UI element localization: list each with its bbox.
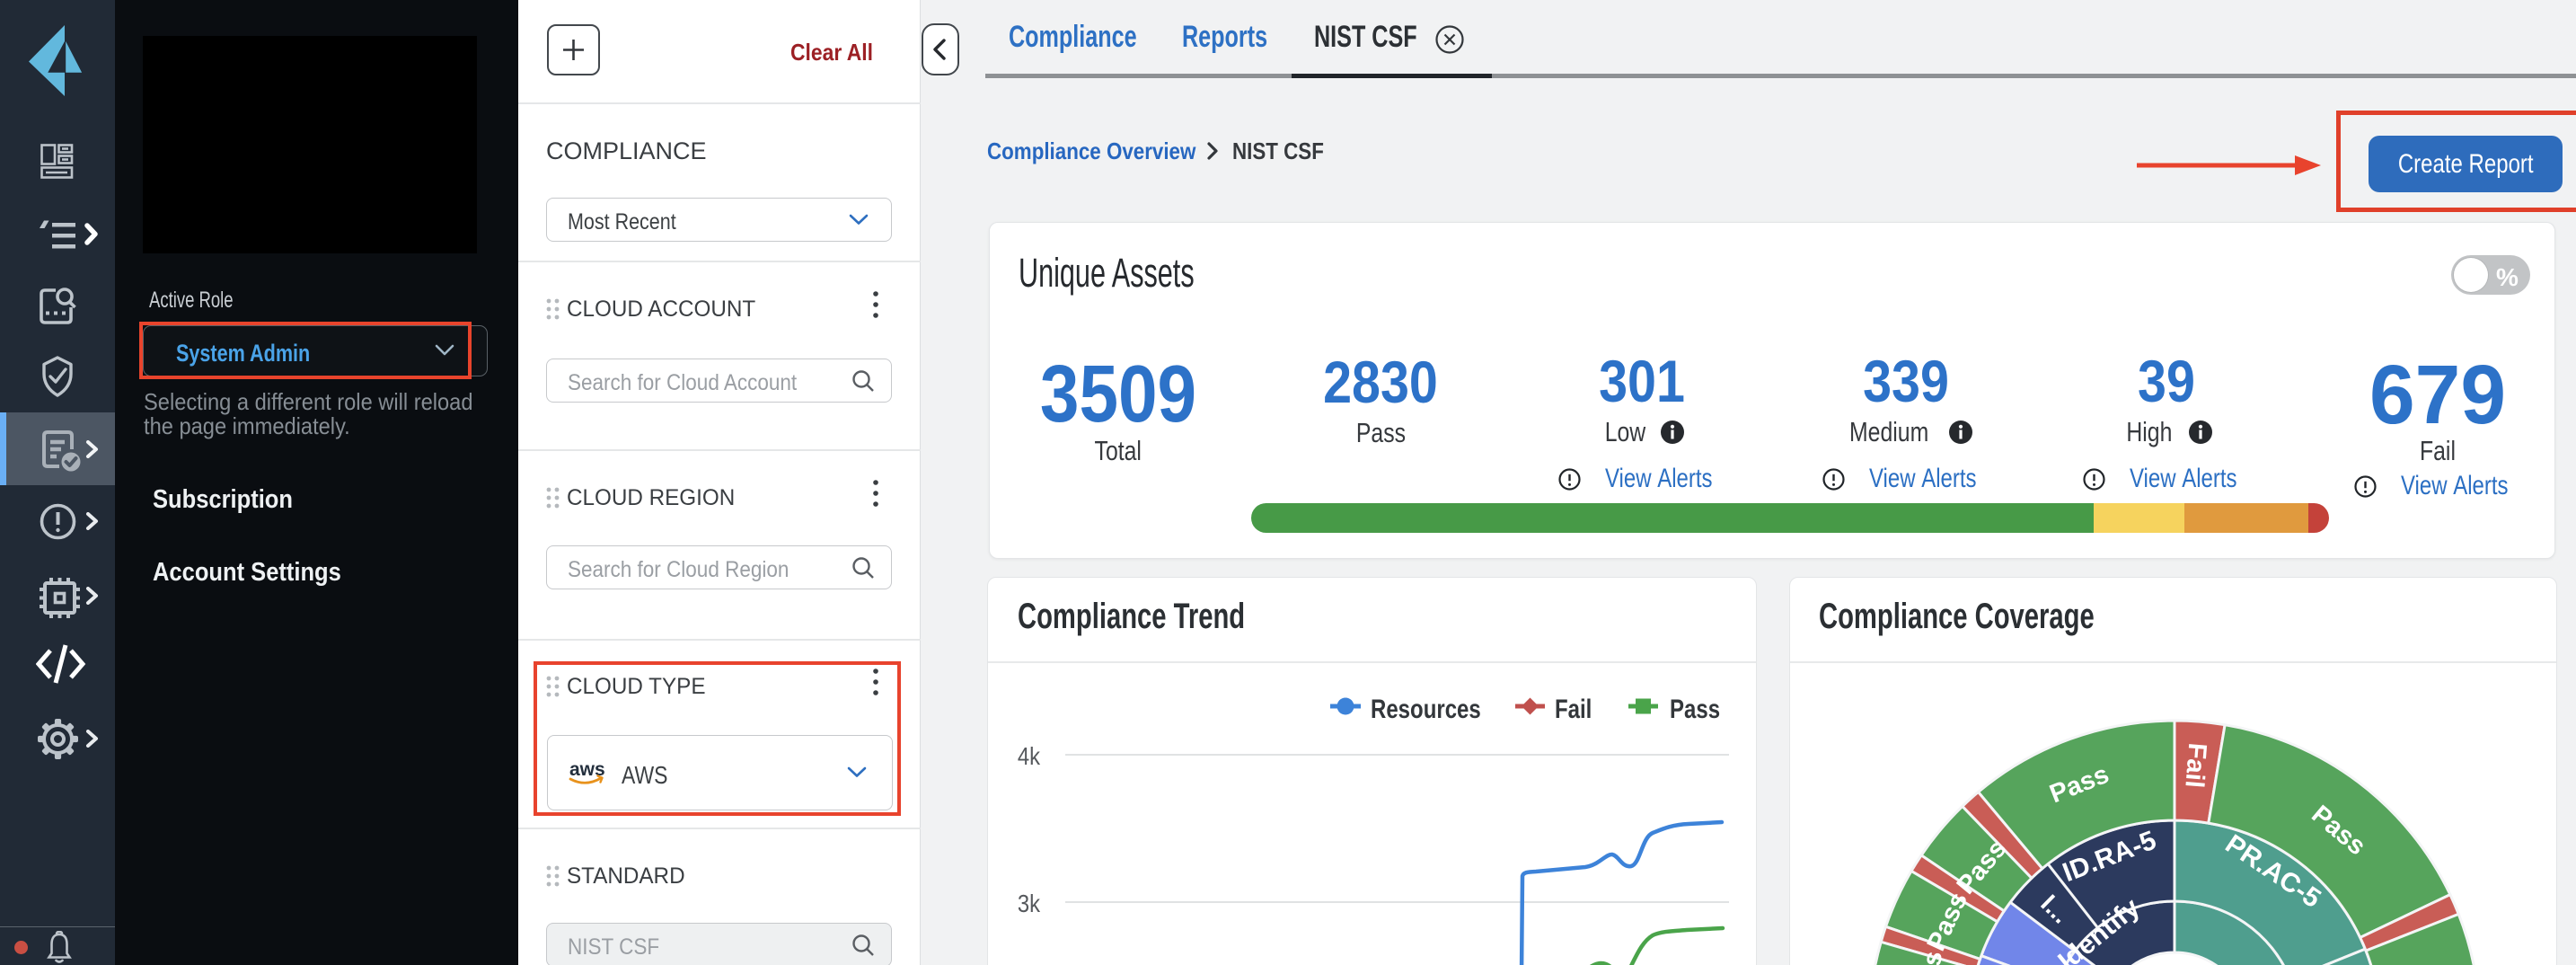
svg-text:aws: aws — [569, 759, 605, 780]
svg-text:Fail: Fail — [2179, 742, 2211, 789]
svg-text:Pass: Pass — [1910, 949, 1949, 965]
